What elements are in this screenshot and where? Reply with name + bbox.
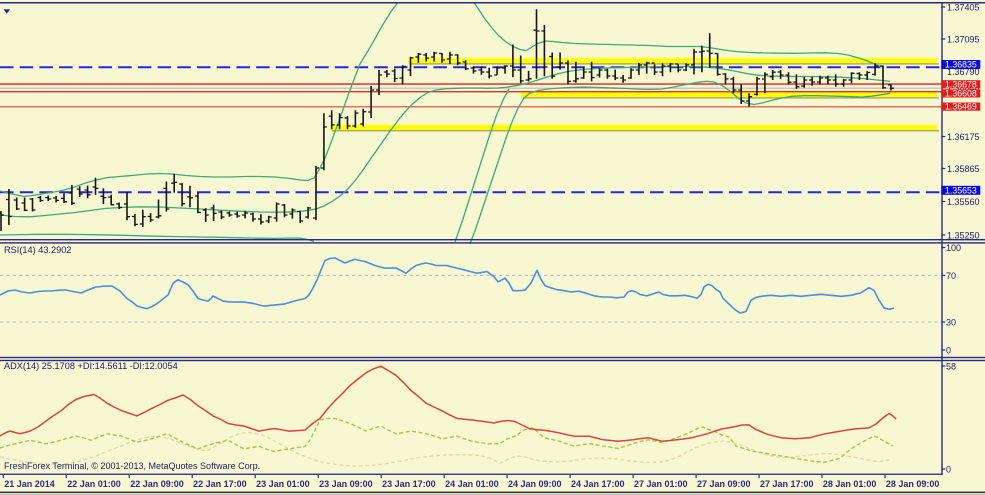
svg-text:1.37405: 1.37405 — [947, 3, 980, 13]
svg-text:1.36469: 1.36469 — [945, 102, 977, 112]
svg-text:ADX(14) 25.1708 +DI:14.5611 -D: ADX(14) 25.1708 +DI:14.5611 -DI:12.0054 — [4, 361, 178, 371]
svg-text:21 Jan 2014: 21 Jan 2014 — [4, 479, 55, 489]
svg-text:24 Jan 09:00: 24 Jan 09:00 — [508, 479, 562, 489]
svg-text:1.35560: 1.35560 — [947, 197, 980, 207]
svg-text:27 Jan 17:00: 27 Jan 17:00 — [760, 479, 814, 489]
svg-text:1.36835: 1.36835 — [945, 60, 977, 70]
svg-text:0: 0 — [946, 346, 951, 356]
svg-text:23 Jan 09:00: 23 Jan 09:00 — [319, 479, 373, 489]
svg-text:1.36790: 1.36790 — [947, 67, 980, 77]
svg-text:23 Jan 01:00: 23 Jan 01:00 — [256, 479, 310, 489]
svg-text:22 Jan 17:00: 22 Jan 17:00 — [193, 479, 247, 489]
svg-text:24 Jan 01:00: 24 Jan 01:00 — [445, 479, 499, 489]
svg-text:1.36175: 1.36175 — [947, 132, 980, 142]
svg-text:58: 58 — [946, 362, 956, 372]
svg-text:28 Jan 09:00: 28 Jan 09:00 — [886, 479, 940, 489]
svg-text:1.35653: 1.35653 — [945, 185, 977, 195]
svg-text:0: 0 — [946, 465, 951, 475]
svg-text:1.35250: 1.35250 — [947, 231, 980, 241]
svg-text:100: 100 — [946, 243, 961, 253]
svg-text:22 Jan 09:00: 22 Jan 09:00 — [130, 479, 184, 489]
svg-text:28 Jan 01:00: 28 Jan 01:00 — [823, 479, 877, 489]
svg-text:1.37095: 1.37095 — [947, 35, 980, 45]
svg-text:27 Jan 01:00: 27 Jan 01:00 — [634, 479, 688, 489]
svg-text:RSI(14) 43.2902: RSI(14) 43.2902 — [4, 245, 71, 255]
svg-text:1.36608: 1.36608 — [945, 89, 977, 99]
svg-text:70: 70 — [946, 271, 956, 281]
svg-text:22 Jan 01:00: 22 Jan 01:00 — [67, 479, 121, 489]
svg-text:27 Jan 09:00: 27 Jan 09:00 — [697, 479, 751, 489]
svg-text:24 Jan 17:00: 24 Jan 17:00 — [571, 479, 625, 489]
svg-text:30: 30 — [946, 318, 956, 328]
svg-text:23 Jan 17:00: 23 Jan 17:00 — [382, 479, 436, 489]
svg-text:1.35865: 1.35865 — [947, 164, 980, 174]
svg-text:1.36678: 1.36678 — [945, 79, 977, 89]
svg-text:FreshForex Terminal, © 2001-20: FreshForex Terminal, © 2001-2013, MetaQu… — [4, 461, 260, 471]
